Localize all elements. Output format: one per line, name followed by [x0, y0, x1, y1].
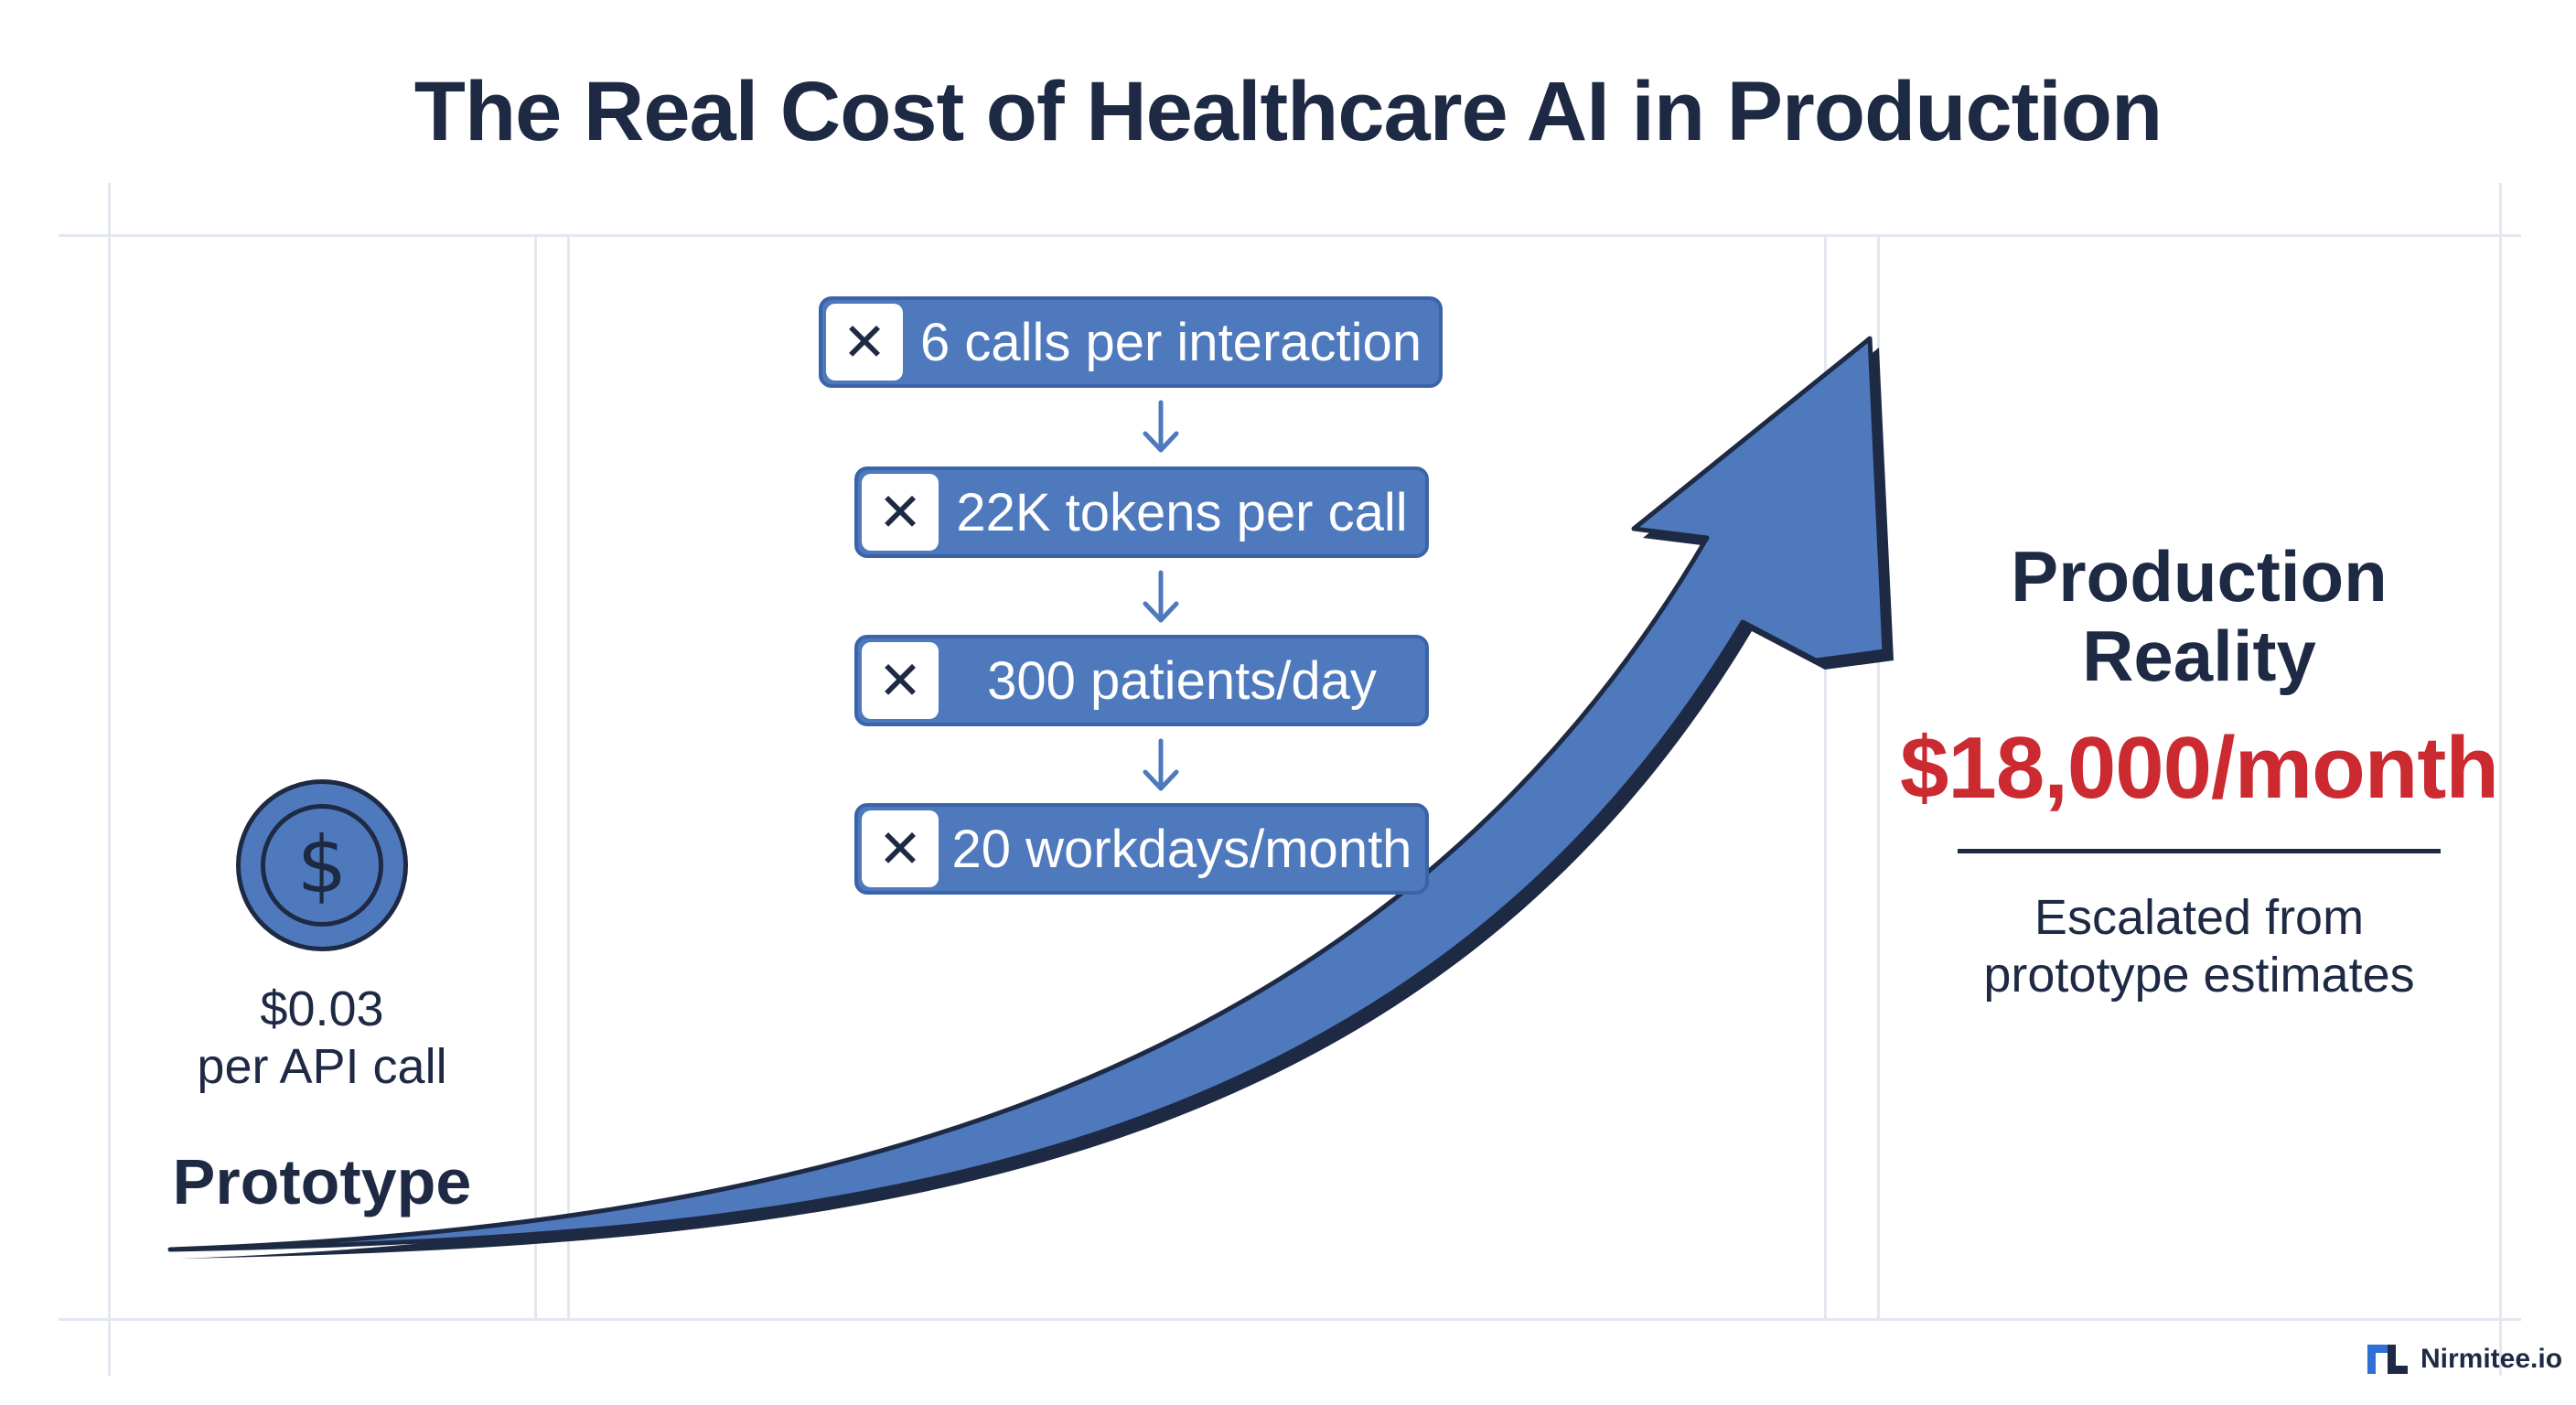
grid-line: [567, 234, 570, 1321]
nirmitee-logo-icon: [2367, 1345, 2408, 1374]
multiplier-chip: ✕ 6 calls per interaction: [819, 296, 1443, 388]
multiplier-label: 6 calls per interaction: [919, 312, 1422, 372]
production-note-line2: prototype estimates: [1983, 948, 2415, 1003]
grid-line: [1877, 234, 1880, 1321]
production-title-line2: Reality: [2082, 616, 2316, 696]
page-title: The Real Cost of Healthcare AI in Produc…: [413, 65, 2163, 158]
multiplier-label: 22K tokens per call: [956, 482, 1408, 542]
prototype-price: $0.03: [260, 981, 384, 1036]
brand: Nirmitee.io: [2366, 1341, 2562, 1378]
multiplier-label: 20 workdays/month: [951, 819, 1412, 879]
divider: [1958, 849, 2441, 853]
dollar-coin-icon: $: [236, 779, 408, 951]
down-arrow-icon: [1143, 738, 1179, 791]
prototype-label: Prototype: [172, 1146, 472, 1217]
down-arrow-icon: [1143, 570, 1179, 623]
grid-line: [59, 234, 2521, 237]
production-note-line1: Escalated from: [2034, 890, 2365, 945]
multiplier-chip: ✕ 22K tokens per call: [854, 467, 1429, 558]
multiplier-label: 300 patients/day: [987, 650, 1377, 711]
multiply-icon: ✕: [862, 642, 939, 719]
multiplier-chip: ✕ 300 patients/day: [854, 635, 1429, 726]
grid-line: [1824, 234, 1827, 1321]
grid-line: [534, 234, 537, 1321]
production-title-line1: Production: [2011, 536, 2388, 617]
multiply-icon: ✕: [862, 474, 939, 551]
multiply-icon: ✕: [826, 304, 903, 381]
down-arrow-icon: [1143, 400, 1179, 453]
multiplier-chip: ✕ 20 workdays/month: [854, 803, 1429, 895]
grid-line: [108, 183, 111, 1376]
prototype-unit: per API call: [197, 1039, 447, 1094]
brand-name: Nirmitee.io: [2420, 1344, 2563, 1374]
production-cost: $18,000/month: [1900, 719, 2499, 817]
grid-line: [2499, 183, 2502, 1376]
grid-line: [59, 1318, 2521, 1321]
multiply-icon: ✕: [862, 810, 939, 887]
